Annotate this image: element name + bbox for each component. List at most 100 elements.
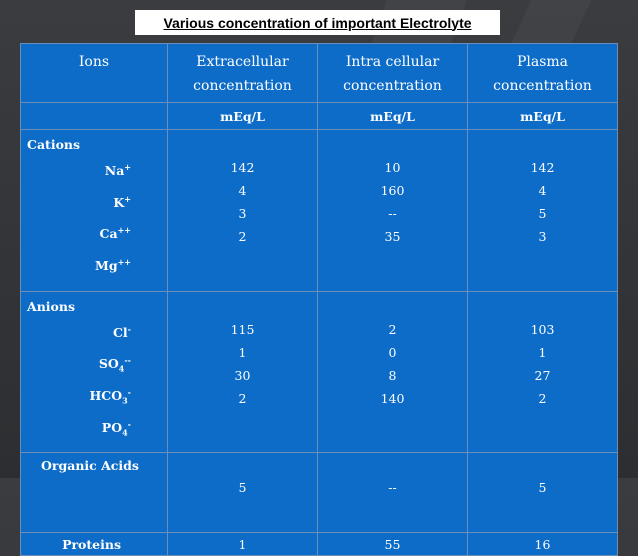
slide-title: Various concentration of important Elect… xyxy=(163,14,472,31)
title-box: Various concentration of important Elect… xyxy=(135,10,500,35)
anions-ion-0: Cl- xyxy=(21,318,167,350)
anions-plasma-value-3: 2 xyxy=(538,390,547,406)
proteins-intracellular: 55 xyxy=(317,532,468,556)
cations-ion-1-base: K xyxy=(113,194,125,210)
cations-plasma: 142 4 5 3 xyxy=(467,129,618,292)
anions-intracellular-value-0: 2 xyxy=(388,321,397,337)
cations-ion-1-sup: + xyxy=(124,193,131,204)
header-intracellular: Intra cellular concentration xyxy=(317,43,468,103)
organic-acids-intracellular: -- xyxy=(317,452,468,534)
header-row: Ions Extracellular concentration Intra c… xyxy=(20,43,618,103)
anions-plasma-values: 103 1 27 2 xyxy=(468,318,617,410)
anions-ion-1-sup2: -- xyxy=(124,355,131,366)
cations-ion-3: Mg++ xyxy=(21,251,167,283)
cations-intracellular-value-1: 160 xyxy=(380,183,405,198)
cations-extracellular-value-1: 4 xyxy=(238,183,247,198)
anions-extracellular-value-2: 30 xyxy=(234,367,251,383)
anions-ion-0-sup: - xyxy=(127,323,131,334)
cations-ion-3-sup: ++ xyxy=(117,256,131,267)
anions-ion-3-sub: 4 xyxy=(122,427,128,438)
anions-intracellular: 2 0 8 140 xyxy=(317,290,468,454)
anions-ion-2-sup2: - xyxy=(127,386,131,397)
anions-plasma-value-1: 1 xyxy=(538,344,547,360)
proteins-row: Proteins 1 55 16 xyxy=(20,532,618,556)
cations-extracellular-value-0: 142 xyxy=(230,160,255,175)
anions-plasma-value-0: 103 xyxy=(530,321,555,337)
anions-intracellular-value-2: 8 xyxy=(388,367,397,383)
anions-ion-2-sub: 3 xyxy=(122,395,128,406)
anions-intracellular-value-3: 140 xyxy=(380,390,405,406)
header-extracellular-line1: Extracellular xyxy=(196,54,289,70)
anions-ion-list: Cl- SO4-- HCO3- PO4- xyxy=(21,318,167,445)
cations-extracellular-value-2: 3 xyxy=(238,206,247,221)
units-row: mEq/L mEq/L mEq/L xyxy=(20,102,618,130)
proteins-label: Proteins xyxy=(20,532,168,556)
anions-extracellular-value-3: 2 xyxy=(238,390,247,406)
anions-ion-3-sup2: - xyxy=(127,418,131,429)
cations-intracellular: 10 160 -- 35 xyxy=(317,129,468,292)
cations-plasma-values: 142 4 5 3 xyxy=(468,156,617,248)
cations-ion-2-sup: ++ xyxy=(117,225,131,236)
anions-intracellular-values: 2 0 8 140 xyxy=(318,318,467,410)
cations-intracellular-value-0: 10 xyxy=(384,160,401,175)
organic-acids-row: Organic Acids 5 -- 5 xyxy=(20,452,618,534)
cations-row: Cations Na+ K+ Ca++ Mg++ 142 4 3 2 10 160 -- 35 1… xyxy=(20,129,618,292)
cations-extracellular-values: 142 4 3 2 xyxy=(168,156,317,248)
units-blank xyxy=(20,102,168,130)
header-plasma: Plasma concentration xyxy=(467,43,618,103)
cations-label: Cations xyxy=(27,137,81,152)
cations-ion-0: Na+ xyxy=(21,156,167,188)
anions-ions-cell: Anions Cl- SO4-- HCO3- PO4- xyxy=(20,290,168,454)
cations-ion-2: Ca++ xyxy=(21,219,167,251)
anions-ion-2-base: HCO xyxy=(89,388,123,404)
anions-label: Anions xyxy=(27,298,75,314)
cations-extracellular: 142 4 3 2 xyxy=(167,129,318,292)
electrolyte-table: Ions Extracellular concentration Intra c… xyxy=(20,43,618,556)
anions-ion-0-base: Cl xyxy=(112,324,128,340)
unit-plasma: mEq/L xyxy=(467,102,618,130)
header-ions: Ions xyxy=(20,43,168,103)
cations-plasma-value-2: 5 xyxy=(538,206,547,221)
organic-acids-label: Organic Acids xyxy=(20,452,168,534)
anions-intracellular-value-1: 0 xyxy=(388,344,397,360)
cations-intracellular-values: 10 160 -- 35 xyxy=(318,156,467,248)
proteins-extracellular: 1 xyxy=(167,532,318,556)
anions-extracellular: 115 1 30 2 xyxy=(167,290,318,454)
cations-intracellular-value-2: -- xyxy=(388,206,397,221)
cations-plasma-value-3: 3 xyxy=(538,229,547,244)
header-ions-label: Ions xyxy=(78,54,110,70)
anions-extracellular-values: 115 1 30 2 xyxy=(168,318,317,410)
cations-ion-list: Na+ K+ Ca++ Mg++ xyxy=(21,156,167,283)
header-extracellular: Extracellular concentration xyxy=(167,43,318,103)
proteins-plasma: 16 xyxy=(467,532,618,556)
anions-extracellular-value-1: 1 xyxy=(238,344,247,360)
anions-ion-3-base: PO xyxy=(101,419,123,435)
cations-ions-cell: Cations Na+ K+ Ca++ Mg++ xyxy=(20,129,168,292)
cations-ion-0-sup: + xyxy=(124,162,131,172)
cations-ion-3-base: Mg xyxy=(95,258,118,274)
cations-plasma-value-1: 4 xyxy=(538,183,547,198)
cations-ion-1: K+ xyxy=(21,188,167,220)
anions-row: Anions Cl- SO4-- HCO3- PO4- 115 1 30 2 2 0 8 140 … xyxy=(20,290,618,454)
anions-ion-1: SO4-- xyxy=(21,349,167,381)
header-plasma-line1: Plasma xyxy=(516,54,569,70)
anions-ion-2: HCO3- xyxy=(21,381,167,413)
header-plasma-line2: concentration xyxy=(493,78,592,94)
anions-ion-1-sub: 4 xyxy=(118,363,125,374)
unit-intracellular: mEq/L xyxy=(317,102,468,130)
anions-plasma-value-2: 27 xyxy=(534,367,551,383)
cations-ion-2-base: Ca xyxy=(99,226,118,242)
header-intracellular-line1: Intra cellular xyxy=(345,54,440,70)
organic-acids-extracellular: 5 xyxy=(167,452,318,534)
cations-ion-0-base: Na xyxy=(104,163,125,179)
organic-acids-plasma: 5 xyxy=(467,452,618,534)
unit-extracellular: mEq/L xyxy=(167,102,318,130)
anions-ion-1-base: SO xyxy=(98,356,119,372)
cations-plasma-value-0: 142 xyxy=(530,160,555,175)
header-intracellular-line2: concentration xyxy=(343,78,442,94)
cations-extracellular-value-3: 2 xyxy=(238,229,247,244)
header-extracellular-line2: concentration xyxy=(193,78,292,94)
anions-plasma: 103 1 27 2 xyxy=(467,290,618,454)
cations-intracellular-value-3: 35 xyxy=(384,229,401,244)
anions-extracellular-value-0: 115 xyxy=(230,321,255,337)
